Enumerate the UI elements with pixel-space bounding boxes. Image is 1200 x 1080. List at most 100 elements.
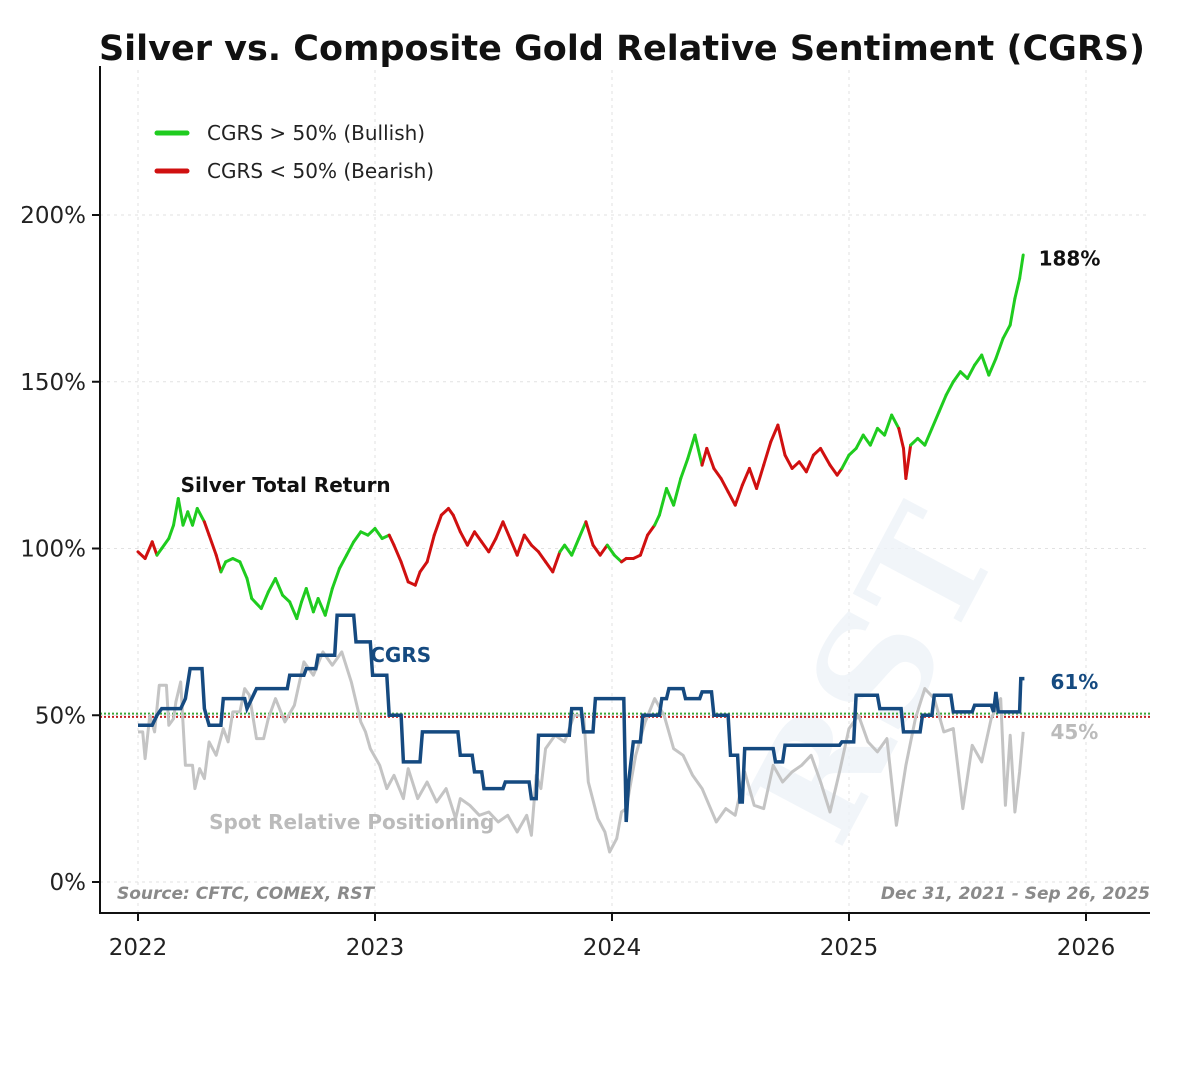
silver-total-return-segment [980, 353, 991, 377]
silver-total-return-segment [537, 550, 548, 564]
silver-total-return-segment [577, 520, 588, 540]
silver-total-return-segment [1008, 296, 1017, 327]
silver-total-return-segment [769, 423, 780, 444]
silver-total-return-segment [657, 486, 669, 517]
silver-total-return-segment [679, 456, 690, 480]
silver-total-return-segment [323, 587, 334, 617]
silver-total-return-segment [432, 513, 443, 537]
silver-total-return-segment [352, 530, 363, 544]
silver-total-return-segment [987, 356, 998, 377]
silver-total-return-segment [747, 466, 759, 490]
silver-total-return-segment [273, 577, 285, 597]
silver-total-return-segment [529, 543, 541, 554]
silver-total-return-segment [387, 533, 396, 547]
y-tick-label: 200% [20, 203, 86, 229]
silver-total-return-segment [958, 370, 969, 380]
silver-total-return-segment [207, 533, 218, 557]
axes [99, 66, 1150, 914]
tick-labels: 2022 2023 2024 2025 2026 0% 50% 100% 150% 200% [20, 203, 1115, 961]
silver-total-return-segment [930, 410, 941, 430]
silver-total-return-segment [638, 533, 650, 557]
silver-total-return-segment [480, 540, 491, 554]
silver-total-return-segment [591, 543, 602, 557]
silver-total-return-segment [897, 426, 906, 450]
silver-total-return-segment [883, 413, 894, 437]
silver-total-return-segment [508, 536, 519, 557]
y-tick-label: 150% [20, 370, 86, 396]
silver-total-return-segment [473, 530, 484, 544]
silver-total-return-segment [551, 550, 562, 574]
silver-total-return-segment [719, 476, 730, 494]
silver-total-return-segment [966, 363, 977, 380]
series [136, 253, 1025, 854]
silver-total-return-segment [1018, 253, 1025, 280]
x-tick-label: 2025 [820, 935, 879, 961]
silver-total-return-segment [740, 466, 751, 487]
silver-total-return-segment [494, 520, 505, 540]
silver-total-return-segment [937, 393, 948, 414]
silver-total-return-segment [245, 577, 254, 601]
silver-total-return-segment [418, 560, 429, 574]
silver-total-return-segment [909, 436, 920, 447]
silver-total-return-segment [515, 533, 526, 557]
silver-total-return-segment [828, 463, 839, 477]
annotation-label: Spot Relative Positioning [209, 810, 494, 834]
silver-total-return-segment [176, 496, 185, 527]
annotation-label: Silver Total Return [181, 473, 391, 497]
silver-total-return-segment [783, 453, 794, 470]
silver-total-return-segment [304, 587, 315, 614]
silver-total-return-segment [653, 513, 661, 527]
silver-total-return-segment [202, 520, 211, 537]
legend-label: CGRS > 50% (Bullish) [207, 121, 425, 145]
annotation-label: 45% [1050, 720, 1098, 744]
silver-total-return-segment [345, 540, 356, 557]
silver-total-return-segment [563, 543, 574, 557]
silver-total-return-segment [250, 597, 263, 611]
annotation-label: 188% [1039, 246, 1101, 270]
silver-total-return-segment [295, 600, 304, 621]
date-range-note: Dec 31, 2021 - Sep 26, 2025 [881, 884, 1150, 904]
watermark-text: RST [715, 482, 1032, 869]
silver-total-return-segment [951, 370, 962, 384]
silver-total-return-segment [425, 533, 436, 564]
silver-total-return-segment [712, 466, 723, 480]
silver-total-return-segment [973, 353, 984, 367]
x-tick-label: 2023 [346, 935, 405, 961]
silver-total-return-segment [686, 433, 697, 460]
silver-total-return-segment [1001, 323, 1012, 340]
silver-total-return-segment [570, 536, 581, 557]
silver-total-return-segment [238, 560, 249, 581]
silver-total-return-segment [726, 490, 737, 507]
silver-total-return-segment [439, 506, 450, 517]
silver-total-return-segment [172, 496, 180, 527]
silver-total-return-segment [693, 433, 704, 467]
silver-total-return-segment [847, 446, 858, 457]
silver-total-return-segment [854, 433, 865, 450]
silver-total-return-segment [316, 597, 327, 617]
silver-total-return-segment [399, 560, 410, 584]
silver-total-return-segment [487, 536, 498, 554]
silver-total-return-segment [288, 600, 299, 621]
y-tick-label: 50% [35, 703, 86, 729]
grid [100, 70, 1150, 912]
silver-total-return-segment [598, 543, 609, 557]
silver-total-return-segment [167, 523, 176, 540]
silver-total-return-segment [705, 446, 716, 470]
annotation-label: CGRS [370, 643, 431, 667]
silver-total-return-segment [904, 443, 913, 480]
silver-total-return-segment [890, 413, 901, 430]
silver-total-return-segment [366, 526, 377, 537]
silver-total-return-segment [665, 486, 676, 507]
legend: CGRS > 50% (Bullish) CGRS < 50% (Bearish) [154, 121, 434, 183]
silver-total-return-segment [259, 590, 270, 611]
silver-total-return-segment [923, 426, 934, 447]
x-tick-label: 2022 [109, 935, 168, 961]
legend-label: CGRS < 50% (Bearish) [207, 159, 434, 183]
annotation-label: 61% [1050, 670, 1098, 694]
silver-total-return-segment [458, 530, 469, 547]
chart-title: Silver vs. Composite Gold Relative Senti… [99, 29, 1145, 69]
silver-total-return-segment [840, 453, 851, 470]
silver-total-return-segment [281, 593, 292, 604]
annotations: Silver Total Return CGRS Spot Relative Pos… [181, 246, 1101, 834]
